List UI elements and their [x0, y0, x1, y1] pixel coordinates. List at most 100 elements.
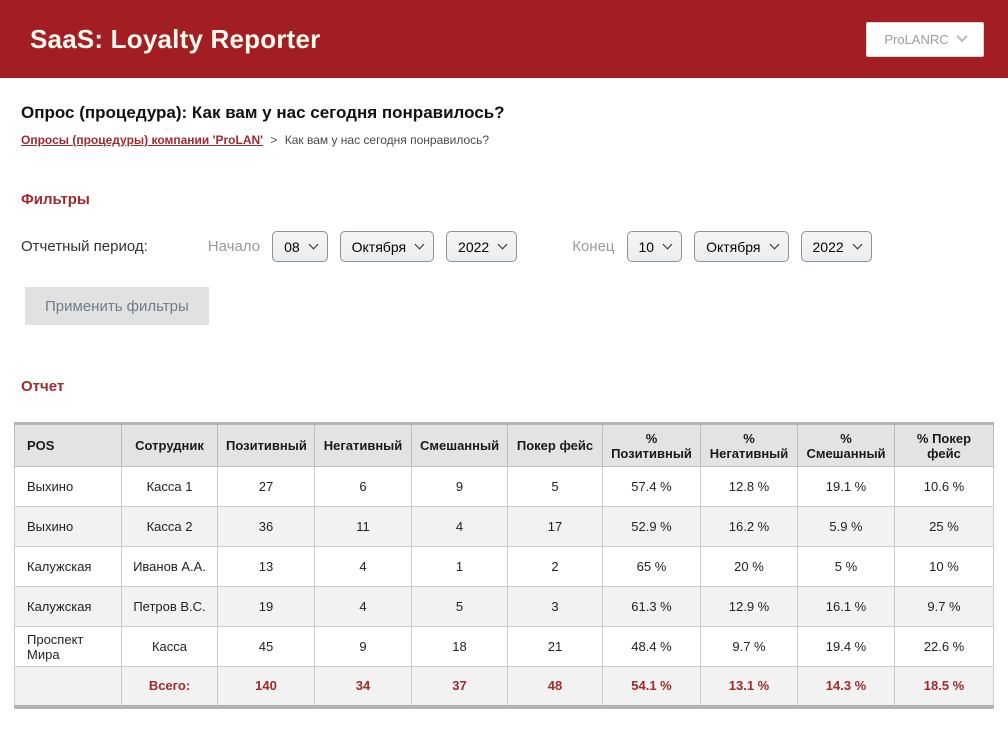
report-table: POS Сотрудник Позитивный Негативный Смеш… [14, 422, 994, 709]
table-header-row: POS Сотрудник Позитивный Негативный Смеш… [14, 423, 994, 467]
table-cell: 9.7 % [700, 626, 798, 667]
table-row: Калужская Петров В.С. 19 4 5 3 61.3 % 12.9 % 16.… [14, 586, 994, 627]
company-select-value: ProLANRC [884, 31, 949, 47]
chevron-down-icon [308, 239, 319, 250]
end-year-select[interactable]: 2022 [800, 231, 872, 262]
report-period-filter: Отчетный период: Начало 08 Октября 2022 … [21, 231, 987, 262]
table-cell: 9 [314, 626, 412, 667]
table-cell: Выхино [14, 506, 122, 547]
table-row: Калужская Иванов А.А. 13 4 1 2 65 % 20 % 5 % 10 % [14, 546, 994, 587]
table-cell: Выхино [14, 466, 122, 507]
table-row: Выхино Касса 2 36 11 4 17 52.9 % 16.2 % 5.9 % 25 … [14, 506, 994, 547]
table-cell: 5 [411, 586, 508, 627]
company-select[interactable]: ProLANRC [866, 21, 984, 57]
apply-filters-button[interactable]: Применить фильтры [25, 287, 209, 325]
table-cell: 48 [507, 666, 603, 707]
chevron-down-icon [852, 239, 863, 250]
table-cell: 140 [217, 666, 315, 707]
table-cell: 10 % [894, 546, 994, 587]
start-day-value: 08 [284, 238, 300, 255]
report-table-head: POS Сотрудник Позитивный Негативный Смеш… [14, 423, 994, 467]
table-cell: 12.8 % [700, 466, 798, 507]
table-cell: 36 [217, 506, 315, 547]
table-cell: Касса 1 [121, 466, 218, 507]
breadcrumb-surveys-link[interactable]: Опросы (процедуры) компании 'ProLAN' [21, 133, 264, 147]
end-day-select[interactable]: 10 [626, 231, 683, 262]
table-cell: 16.1 % [797, 586, 895, 627]
chevron-down-icon [414, 239, 425, 250]
table-cell: 5 [507, 466, 603, 507]
table-cell: 22.6 % [894, 626, 994, 667]
start-month-select[interactable]: Октября [339, 231, 435, 262]
table-cell: 5.9 % [797, 506, 895, 547]
table-row: Выхино Касса 1 27 6 9 5 57.4 % 12.8 % 19.1 % 10.6… [14, 466, 994, 507]
table-cell: 13.1 % [700, 666, 798, 707]
table-cell: 21 [507, 626, 603, 667]
table-cell: 6 [314, 466, 412, 507]
table-cell: Калужская [14, 586, 122, 627]
table-cell: 1 [411, 546, 508, 587]
table-cell: 65 % [602, 546, 701, 587]
table-cell: 3 [507, 586, 603, 627]
table-cell: 10.6 % [894, 466, 994, 507]
col-header-pokerface: Покер фейс [507, 423, 603, 467]
table-cell: 4 [314, 546, 412, 587]
start-year-value: 2022 [458, 238, 490, 255]
table-cell: Касса 2 [121, 506, 218, 547]
end-month-select[interactable]: Октября [694, 231, 789, 262]
table-cell: 34 [314, 666, 412, 707]
table-cell: 27 [217, 466, 315, 507]
breadcrumb-current: Как вам у нас сегодня понравилось? [284, 133, 490, 147]
table-cell: 5 % [797, 546, 895, 587]
table-cell: 2 [507, 546, 603, 587]
table-cell: 13 [217, 546, 315, 587]
table-cell: 9.7 % [894, 586, 994, 627]
table-cell: 16.2 % [700, 506, 798, 547]
end-label: Конец [572, 238, 615, 255]
table-cell: 25 % [894, 506, 994, 547]
table-cell: 19.1 % [797, 466, 895, 507]
col-header-employee: Сотрудник [121, 423, 218, 467]
table-cell: 52.9 % [602, 506, 701, 547]
table-total-row: Всего: 140 34 37 48 54.1 % 13.1 % 14.3 % 18.5 % [14, 666, 994, 707]
end-day-value: 10 [638, 238, 655, 255]
table-cell: 19.4 % [797, 626, 895, 667]
start-label: Начало [207, 238, 261, 255]
table-cell: 20 % [700, 546, 798, 587]
end-month-value: Октября [706, 238, 761, 255]
col-header-pct-negative: % Негативный [700, 423, 798, 467]
chevron-down-icon [497, 239, 508, 250]
table-cell [14, 666, 122, 707]
col-header-pos: POS [14, 423, 122, 467]
filters-heading: Фильтры [21, 191, 90, 208]
table-cell: 37 [411, 666, 508, 707]
col-header-negative: Негативный [314, 423, 412, 467]
app-title: SaaS: Loyalty Reporter [30, 23, 321, 54]
chevron-down-icon [662, 239, 673, 250]
chevron-down-icon [769, 239, 779, 250]
start-year-select[interactable]: 2022 [446, 231, 518, 262]
chevron-down-icon [955, 30, 968, 42]
table-cell: Калужская [14, 546, 122, 587]
table-cell: 18 [411, 626, 508, 667]
col-header-pct-pokerface: % Покер фейс [894, 423, 994, 467]
breadcrumb-separator: > [270, 133, 278, 147]
table-cell: 4 [314, 586, 412, 627]
table-cell: 14.3 % [797, 666, 895, 707]
table-cell: 9 [411, 466, 508, 507]
table-cell: Касса [121, 626, 218, 667]
period-label: Отчетный период: [21, 238, 148, 255]
col-header-pct-positive: % Позитивный [602, 423, 701, 467]
breadcrumb: Опросы (процедуры) компании 'ProLAN' > К… [21, 133, 987, 147]
table-cell: Проспект Мира [14, 626, 122, 667]
table-cell: 11 [314, 506, 412, 547]
table-cell: 54.1 % [602, 666, 701, 707]
report-heading: Отчет [21, 378, 65, 395]
table-cell: 18.5 % [894, 666, 994, 707]
main-content: Опрос (процедура): Как вам у нас сегодня… [0, 103, 1008, 709]
table-cell: Иванов А.А. [121, 546, 218, 587]
table-cell: 45 [217, 626, 315, 667]
table-cell: 48.4 % [602, 626, 701, 667]
col-header-positive: Позитивный [217, 423, 315, 467]
start-day-select[interactable]: 08 [272, 231, 328, 262]
